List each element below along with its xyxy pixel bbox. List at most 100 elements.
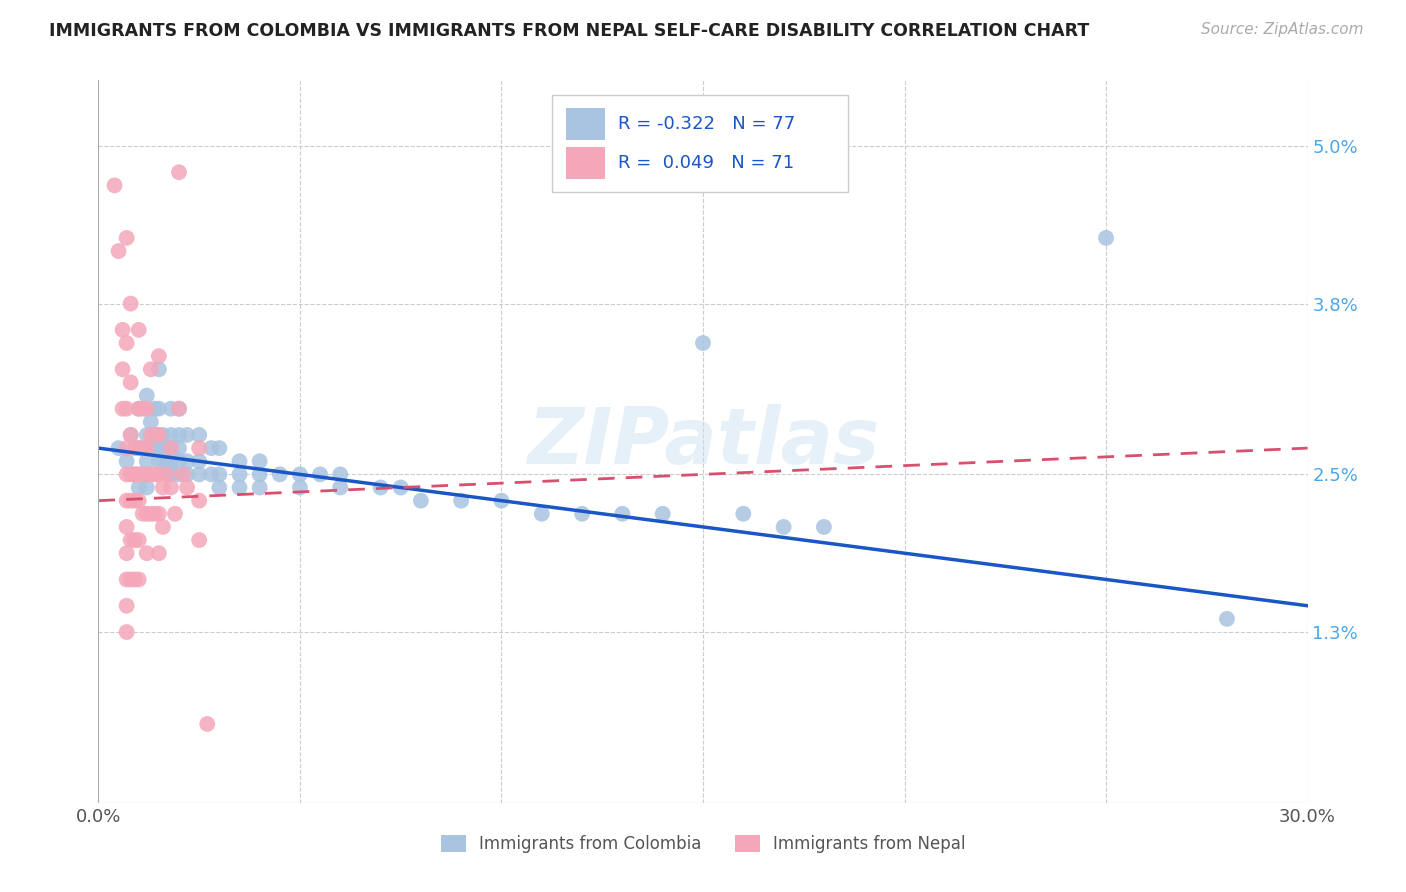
Point [115,231,138,245]
Point [124,573,146,587]
Point [135,467,157,482]
Point [111,323,134,337]
Point [139,467,162,482]
Point [156,454,179,468]
Point [176,467,198,482]
Point [128,533,150,547]
Point [249,454,271,468]
Point [128,481,150,495]
Point [1095,231,1118,245]
Point [132,467,155,482]
Point [103,178,125,193]
Point [249,481,271,495]
Point [115,336,138,351]
Point [111,362,134,376]
Point [160,428,183,442]
Point [135,507,157,521]
Point [167,401,190,416]
Point [167,428,190,442]
Point [152,520,174,534]
Point [228,481,250,495]
Point [329,481,352,495]
Point [450,493,472,508]
Point [188,533,211,547]
Point [208,441,231,455]
Point [156,467,179,482]
Point [107,441,129,455]
Point [128,467,150,482]
Point [120,573,142,587]
Point [132,507,155,521]
Point [148,428,170,442]
Point [269,467,291,482]
Point [288,481,311,495]
Point [124,441,146,455]
Point [120,467,142,482]
Point [195,717,218,731]
Point [152,454,174,468]
Point [167,441,190,455]
Point [156,467,179,482]
Point [124,533,146,547]
Point [139,428,162,442]
Point [148,467,170,482]
Point [148,467,170,482]
Point [228,467,250,482]
Point [148,428,170,442]
Point [115,467,138,482]
Point [143,441,166,455]
Point [152,428,174,442]
Point [135,401,157,416]
Point [188,454,211,468]
Text: ZIPatlas: ZIPatlas [527,403,879,480]
Point [139,507,162,521]
Point [176,428,198,442]
Point [107,244,129,258]
Point [200,467,222,482]
Point [143,467,166,482]
Point [249,467,271,482]
Point [115,625,138,640]
Point [160,481,183,495]
Point [128,493,150,508]
Point [120,493,142,508]
Point [772,520,794,534]
Point [132,441,155,455]
Point [160,441,183,455]
Point [135,481,157,495]
Text: IMMIGRANTS FROM COLOMBIA VS IMMIGRANTS FROM NEPAL SELF-CARE DISABILITY CORRELATI: IMMIGRANTS FROM COLOMBIA VS IMMIGRANTS F… [49,22,1090,40]
Point [143,401,166,416]
Point [115,573,138,587]
Point [148,454,170,468]
Point [135,454,157,468]
Point [115,520,138,534]
Point [135,467,157,482]
Text: R =  0.049   N = 71: R = 0.049 N = 71 [619,154,794,172]
Point [389,481,412,495]
Point [152,481,174,495]
Point [176,454,198,468]
Point [228,454,250,468]
Point [160,441,183,455]
Point [200,441,222,455]
Text: Source: ZipAtlas.com: Source: ZipAtlas.com [1201,22,1364,37]
Legend: Immigrants from Colombia, Immigrants from Nepal: Immigrants from Colombia, Immigrants fro… [434,828,972,860]
Point [115,493,138,508]
Point [139,415,162,429]
Point [148,441,170,455]
Point [167,454,190,468]
Point [124,467,146,482]
Point [124,493,146,508]
Point [813,520,835,534]
FancyBboxPatch shape [551,95,848,193]
Point [160,454,183,468]
Point [651,507,673,521]
Point [208,467,231,482]
Point [139,441,162,455]
Point [288,467,311,482]
Point [1216,612,1239,626]
Point [128,441,150,455]
Text: R = -0.322   N = 77: R = -0.322 N = 77 [619,115,796,133]
Point [115,401,138,416]
Point [329,467,352,482]
